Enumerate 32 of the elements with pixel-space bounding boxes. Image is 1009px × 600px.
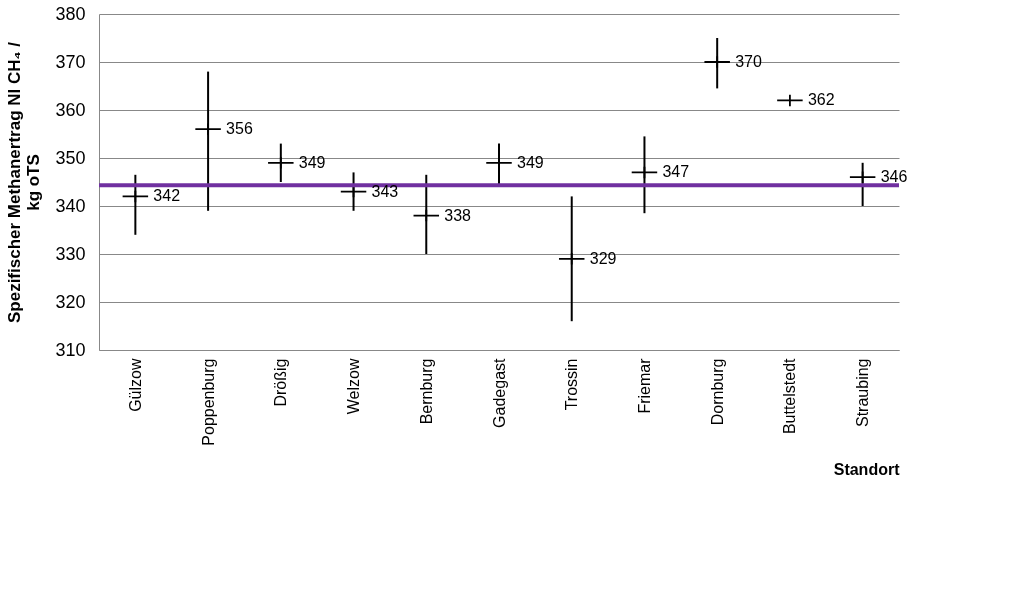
y-tick-label: 350 <box>55 147 86 168</box>
x-tick-label: Straubing <box>854 358 872 427</box>
x-tick-label: Poppenburg <box>199 358 217 446</box>
y-tick-label: 330 <box>55 243 86 264</box>
data-label: 347 <box>662 163 690 181</box>
x-axis-title: Standort <box>833 460 901 478</box>
y-axis-title: Spezifischer Methanertrag Nl CH₄ / kg oTS <box>5 41 44 324</box>
data-label: 362 <box>807 91 835 109</box>
x-tick-label: Dornburg <box>708 358 726 426</box>
y-tick-label: 320 <box>55 291 86 312</box>
data-label: 346 <box>880 168 908 186</box>
x-tick-label: Drößig <box>272 358 290 407</box>
data-label: 342 <box>153 187 181 205</box>
y-tick-label: 360 <box>55 99 86 120</box>
x-tick-label: Welzow <box>345 358 363 415</box>
y-tick-label: 340 <box>55 195 86 216</box>
y-tick-label: 310 <box>55 339 86 360</box>
data-label: 349 <box>517 153 544 171</box>
y-tick-label: 380 <box>55 3 86 24</box>
data-label: 349 <box>298 153 326 171</box>
x-tick-label: Buttelstedt <box>781 357 799 435</box>
data-label: 356 <box>226 120 253 138</box>
x-tick-label: Gülzow <box>126 358 144 412</box>
x-tick-label: Bernburg <box>417 358 435 425</box>
data-label: 338 <box>444 206 472 224</box>
x-tick-label: Gadegast <box>490 357 508 428</box>
data-label: 329 <box>589 249 617 267</box>
x-tick-label: Friemar <box>635 357 653 414</box>
y-tick-label: 370 <box>55 51 86 72</box>
data-label: 343 <box>371 182 399 200</box>
data-label: 370 <box>735 53 762 70</box>
x-tick-label: Trossin <box>563 358 581 411</box>
